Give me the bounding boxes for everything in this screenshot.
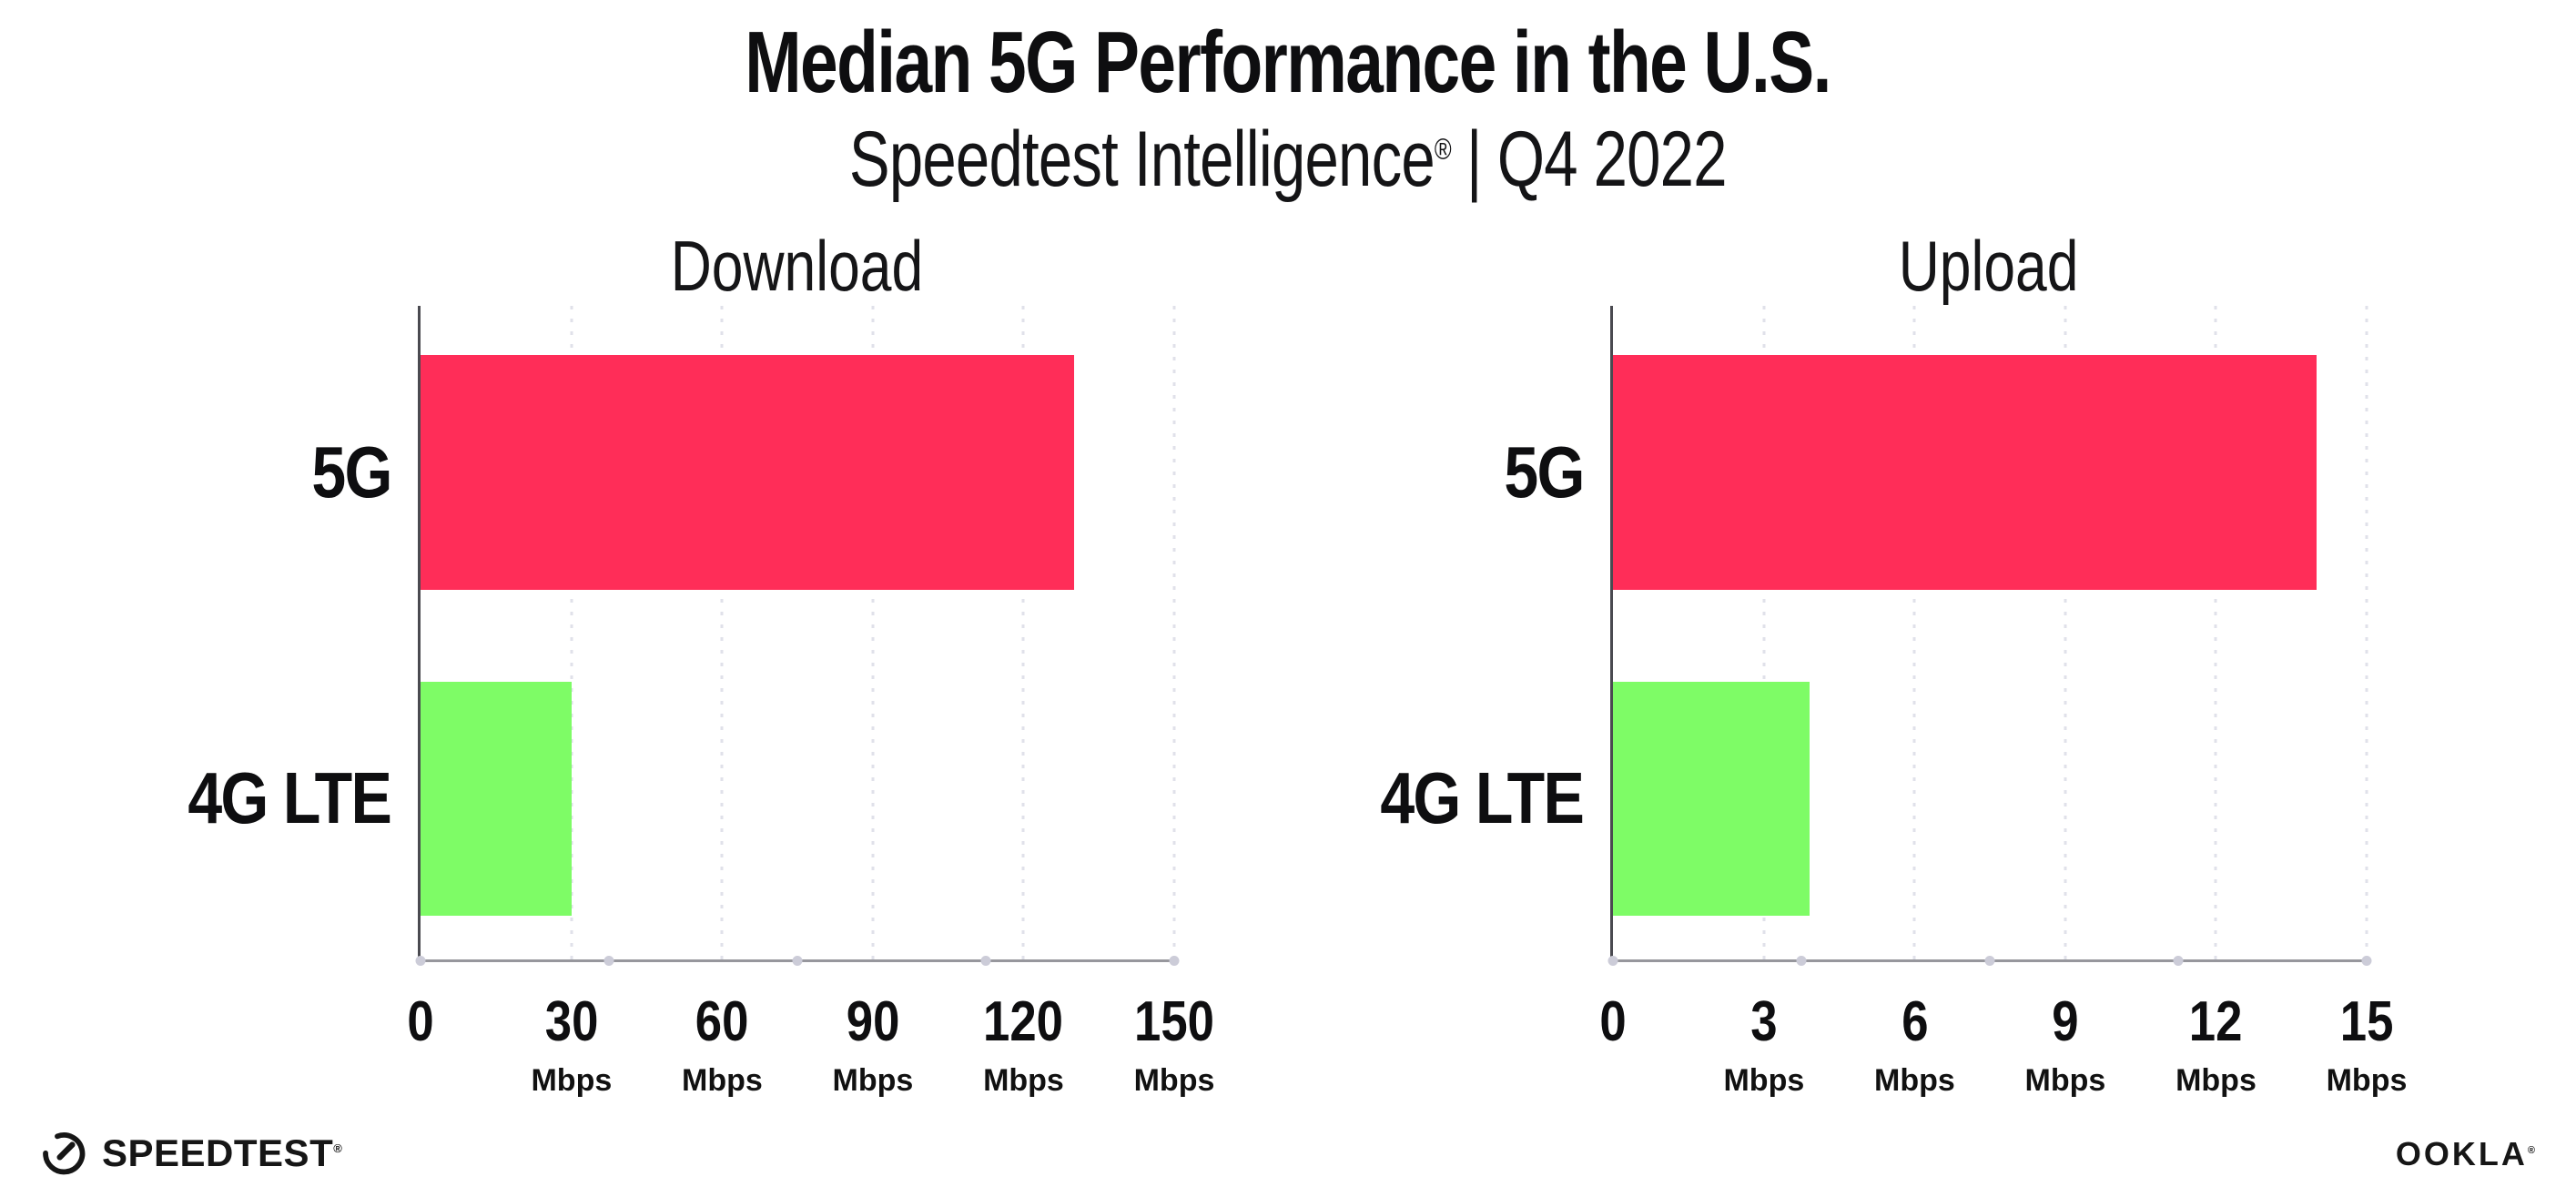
- download-category-labels: 5G 4G LTE: [188, 306, 418, 961]
- x-tick-value: 150: [1134, 990, 1214, 1053]
- x-tick-value: 12: [2189, 990, 2243, 1053]
- x-tick-value: 30: [544, 990, 599, 1053]
- category-label-4g-lte: 4G LTE: [1380, 757, 1585, 839]
- x-tick: 6 Mbps: [1874, 994, 1955, 1099]
- download-chart-title: Download: [670, 226, 923, 306]
- bar-4g-lte: [421, 681, 572, 917]
- speedtest-wordmark: SPEEDTEST®: [102, 1131, 343, 1174]
- x-tick-unit: Mbps: [2326, 1063, 2408, 1098]
- registered-mark: ®: [333, 1141, 343, 1155]
- upload-chart: Upload 5G 4G LTE 0 3 Mbps 6 Mbps 9 Mbps 12 Mbps 15…: [1381, 226, 2408, 1098]
- gridline: [2064, 306, 2067, 961]
- charts-row: Download 5G 4G LTE 0 30 Mbps 60 Mbps 90 Mbps 120…: [0, 226, 2576, 1098]
- x-tick: 15 Mbps: [2327, 994, 2408, 1099]
- x-tick-unit: Mbps: [832, 1063, 914, 1098]
- upload-chart-title: Upload: [1899, 226, 2079, 306]
- x-tick: 60 Mbps: [682, 994, 763, 1099]
- x-tick-unit: Mbps: [1133, 1063, 1215, 1098]
- axis-dot: [2173, 956, 2184, 966]
- x-tick: 120 Mbps: [977, 994, 1070, 1099]
- x-tick-unit: Mbps: [983, 1063, 1064, 1098]
- category-label-5g: 5G: [1504, 431, 1585, 512]
- x-tick-value: 15: [2339, 990, 2394, 1053]
- axis-dot: [1169, 956, 1180, 966]
- axis-dot: [603, 956, 614, 966]
- subtitle-period: Q4 2022: [1497, 116, 1728, 203]
- download-plot-area: 0 30 Mbps 60 Mbps 90 Mbps 120 Mbps 150 Mbps: [408, 306, 1214, 1098]
- bar-5g: [421, 355, 1074, 590]
- page-subtitle: Speedtest Intelligence® | Q4 2022: [0, 115, 2576, 205]
- gridline: [1172, 306, 1176, 961]
- upload-category-labels: 5G 4G LTE: [1381, 306, 1610, 961]
- x-tick-value: 120: [983, 990, 1064, 1053]
- gridline: [1912, 306, 1916, 961]
- x-tick: 90 Mbps: [833, 994, 914, 1099]
- axis-dot: [2361, 956, 2372, 966]
- gridline: [871, 306, 875, 961]
- download-plot-row: 5G 4G LTE 0 30 Mbps 60 Mbps 90 Mbps 120 Mbps 150 Mb…: [188, 306, 1214, 1098]
- x-tick-value: 6: [1901, 990, 1929, 1053]
- gridline: [720, 306, 724, 961]
- x-tick-unit: Mbps: [531, 1063, 613, 1098]
- x-tick-value: 0: [407, 990, 434, 1053]
- page-title: Median 5G Performance in the U.S.: [0, 13, 2576, 113]
- speedtest-logo: SPEEDTEST®: [40, 1130, 342, 1177]
- gridline: [2214, 306, 2217, 961]
- axis-dot: [792, 956, 803, 966]
- x-tick: 30 Mbps: [531, 994, 612, 1099]
- upload-plot-row: 5G 4G LTE 0 3 Mbps 6 Mbps 9 Mbps 12 Mbps 15 Mbps: [1381, 306, 2407, 1098]
- x-tick: 9 Mbps: [2025, 994, 2106, 1099]
- subtitle-separator: |: [1466, 116, 1482, 203]
- gridline: [1021, 306, 1025, 961]
- x-tick-unit: Mbps: [2175, 1063, 2257, 1098]
- x-tick: 150 Mbps: [1127, 994, 1221, 1099]
- bar-4g-lte: [1613, 681, 1810, 917]
- speedtest-gauge-icon: [40, 1130, 87, 1177]
- gridline: [1762, 306, 1766, 961]
- category-label-5g: 5G: [311, 431, 392, 512]
- category-label-4g-lte: 4G LTE: [188, 757, 392, 839]
- x-tick-value: 0: [1599, 990, 1627, 1053]
- axis-dot: [1607, 956, 1618, 966]
- registered-mark: ®: [1435, 131, 1452, 166]
- download-chart: Download 5G 4G LTE 0 30 Mbps 60 Mbps 90 Mbps 120…: [188, 226, 1215, 1098]
- x-tick-value: 9: [2052, 990, 2079, 1053]
- subtitle-brand: Speedtest Intelligence: [849, 116, 1435, 203]
- bar-5g: [1613, 355, 2317, 590]
- registered-mark: ®: [2527, 1145, 2538, 1156]
- page-subtitle-text: Speedtest Intelligence® | Q4 2022: [849, 115, 1728, 205]
- x-tick: 12 Mbps: [2175, 994, 2257, 1099]
- gridline: [2365, 306, 2368, 961]
- x-tick-value: 3: [1750, 990, 1778, 1053]
- page-title-text: Median 5G Performance in the U.S.: [745, 14, 1832, 111]
- x-tick-unit: Mbps: [1874, 1063, 1955, 1098]
- axis-dot: [980, 956, 991, 966]
- upload-plot-area: 0 3 Mbps 6 Mbps 9 Mbps 12 Mbps 15 Mbps: [1600, 306, 2407, 1098]
- x-tick-unit: Mbps: [682, 1063, 763, 1098]
- x-tick-value: 60: [695, 990, 749, 1053]
- x-tick-value: 90: [846, 990, 900, 1053]
- ookla-logo: OOKLA®: [2396, 1135, 2538, 1173]
- x-tick-unit: Mbps: [2024, 1063, 2106, 1098]
- x-tick: 3 Mbps: [1723, 994, 1804, 1099]
- x-tick-unit: Mbps: [1723, 1063, 1805, 1098]
- gridline: [570, 306, 573, 961]
- ookla-wordmark: OOKLA: [2395, 1135, 2528, 1172]
- axis-dot: [1984, 956, 1995, 966]
- axis-dot: [415, 956, 426, 966]
- x-tick: 0: [1597, 994, 1628, 1050]
- axis-dot: [1796, 956, 1807, 966]
- x-tick: 0: [405, 994, 436, 1050]
